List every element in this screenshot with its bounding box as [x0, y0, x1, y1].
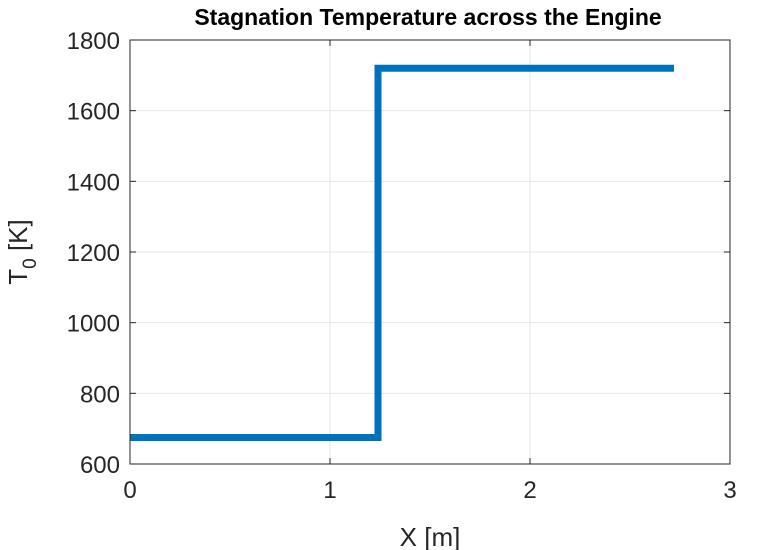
- y-axis-label-main: T: [3, 269, 33, 285]
- tick-marks: [129, 39, 731, 465]
- y-tick-label-3: 1200: [67, 240, 120, 267]
- x-axis-label: X [m]: [400, 522, 461, 550]
- y-axis-label: T0 [K]: [3, 219, 41, 284]
- chart-title: Stagnation Temperature across the Engine: [194, 4, 661, 30]
- y-axis-label-subscript: 0: [20, 258, 41, 269]
- y-tick-label-4: 1400: [67, 169, 120, 196]
- y-tick-label-6: 1800: [67, 28, 120, 55]
- series-layer: [130, 64, 674, 441]
- x-tick-label-2: 2: [523, 477, 536, 504]
- y-tick-label-1: 800: [80, 381, 120, 408]
- x-tick-label-0: 0: [123, 477, 136, 504]
- y-axis-label-unit: [K]: [3, 219, 33, 258]
- y-tick-label-2: 1000: [67, 311, 120, 338]
- y-tick-label-0: 600: [80, 452, 120, 479]
- plot-area: 0 1 2 3 600 800 1000 1200 1400 1600 1800: [67, 28, 737, 504]
- x-tick-label-3: 3: [723, 477, 736, 504]
- series-line-0: [130, 64, 674, 441]
- y-tick-label-5: 1600: [67, 99, 120, 126]
- tick-labels: 0 1 2 3 600 800 1000 1200 1400 1600 1800: [67, 28, 737, 504]
- x-tick-label-1: 1: [323, 477, 336, 504]
